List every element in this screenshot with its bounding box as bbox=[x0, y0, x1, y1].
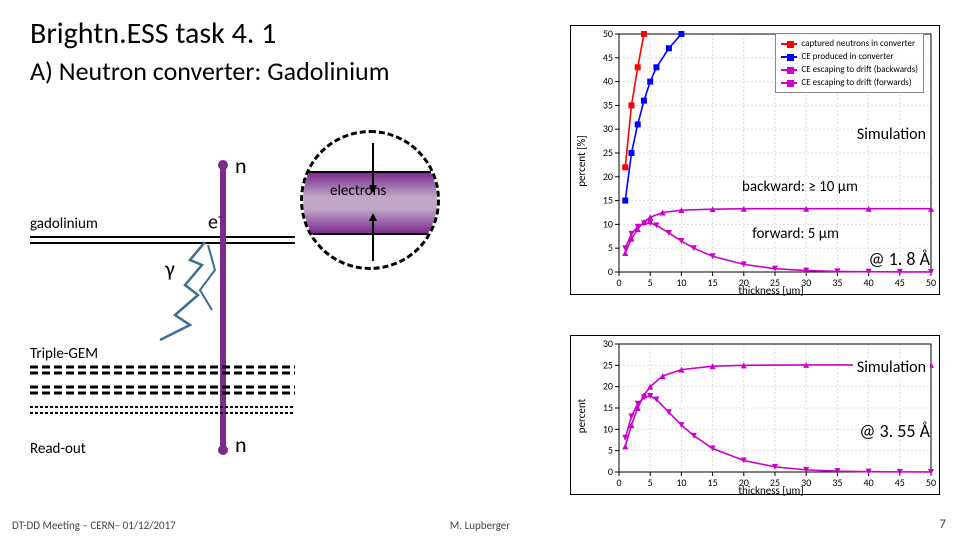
svg-text:25: 25 bbox=[603, 146, 613, 159]
svg-text:0: 0 bbox=[608, 265, 613, 278]
forward-label: forward: 5 µm bbox=[752, 225, 839, 243]
svg-text:15: 15 bbox=[708, 276, 718, 289]
gadolinium-label: gadolinium bbox=[30, 215, 98, 233]
svg-text:50: 50 bbox=[926, 476, 936, 489]
svg-text:10: 10 bbox=[603, 217, 613, 230]
svg-text:35: 35 bbox=[832, 476, 842, 489]
gamma-label: γ bbox=[165, 255, 175, 282]
chart1-legend: captured neutrons in converterCE produce… bbox=[775, 33, 924, 93]
backward-label: backward: ≥ 10 µm bbox=[742, 178, 858, 196]
electrons-label: electrons bbox=[330, 182, 386, 200]
svg-text:40: 40 bbox=[603, 75, 613, 88]
svg-text:5: 5 bbox=[648, 276, 653, 289]
svg-text:15: 15 bbox=[603, 194, 613, 207]
svg-text:percent [%]: percent [%] bbox=[575, 135, 588, 187]
svg-text:30: 30 bbox=[603, 337, 613, 350]
triple-gem-label: Triple-GEM bbox=[30, 345, 98, 363]
converter-disc bbox=[300, 130, 440, 270]
detector-diagram: gadolinium n e- γ electrons Triple-GEM R… bbox=[30, 140, 500, 490]
readout-label: Read-out bbox=[30, 440, 86, 458]
footer-author: M. Lupberger bbox=[450, 519, 510, 532]
gamma-track bbox=[140, 240, 260, 350]
neutron-bottom-label: n bbox=[235, 431, 247, 458]
gadolinium-layer-line bbox=[30, 236, 295, 238]
svg-text:5: 5 bbox=[608, 444, 613, 457]
svg-text:percent: percent bbox=[575, 398, 588, 433]
footer-left: DT-DD Meeting – CERN– 01/12/2017 bbox=[12, 519, 176, 532]
page-subtitle: A) Neutron converter: Gadolinium bbox=[30, 55, 389, 87]
svg-text:40: 40 bbox=[864, 476, 874, 489]
svg-text:15: 15 bbox=[708, 476, 718, 489]
page-title: Brightn.ESS task 4. 1 bbox=[30, 15, 276, 52]
svg-text:0: 0 bbox=[616, 276, 621, 289]
svg-text:50: 50 bbox=[603, 27, 613, 40]
svg-text:thickness [um]: thickness [um] bbox=[738, 284, 803, 296]
svg-text:35: 35 bbox=[603, 98, 613, 111]
gem-layer-3 bbox=[30, 405, 295, 415]
wavelength-label-2: @ 3. 55 Å bbox=[859, 420, 930, 442]
wavelength-label-1: @ 1. 8 Å bbox=[868, 248, 930, 270]
gem-layer-1 bbox=[30, 365, 295, 375]
electron-label: e- bbox=[208, 210, 222, 235]
svg-text:50: 50 bbox=[926, 276, 936, 289]
svg-text:thickness [um]: thickness [um] bbox=[738, 484, 803, 496]
svg-text:20: 20 bbox=[603, 380, 613, 393]
simulation-label-2: Simulation bbox=[853, 358, 930, 377]
svg-text:0: 0 bbox=[608, 465, 613, 478]
svg-text:0: 0 bbox=[616, 476, 621, 489]
svg-text:35: 35 bbox=[832, 276, 842, 289]
svg-text:15: 15 bbox=[603, 401, 613, 414]
simulation-label-1: Simulation bbox=[853, 125, 930, 144]
svg-text:25: 25 bbox=[603, 358, 613, 371]
svg-text:5: 5 bbox=[608, 241, 613, 254]
svg-text:45: 45 bbox=[603, 51, 613, 64]
svg-text:10: 10 bbox=[676, 276, 686, 289]
svg-text:5: 5 bbox=[648, 476, 653, 489]
svg-text:10: 10 bbox=[676, 476, 686, 489]
svg-text:40: 40 bbox=[864, 276, 874, 289]
svg-text:30: 30 bbox=[603, 122, 613, 135]
disc-arrows bbox=[303, 133, 440, 270]
page-number: 7 bbox=[939, 517, 946, 532]
gem-layer-2 bbox=[30, 385, 295, 395]
svg-text:20: 20 bbox=[603, 170, 613, 183]
svg-text:45: 45 bbox=[895, 276, 905, 289]
svg-text:45: 45 bbox=[895, 476, 905, 489]
svg-text:10: 10 bbox=[603, 422, 613, 435]
